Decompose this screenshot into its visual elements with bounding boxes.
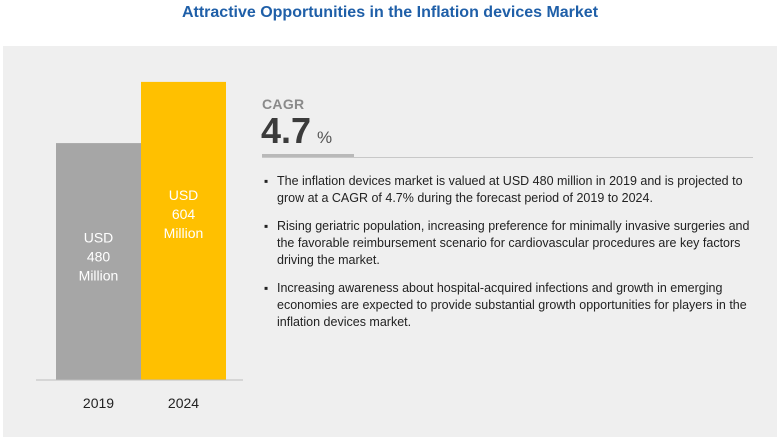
key-point-text: Rising geriatric population, increasing … <box>277 219 750 267</box>
key-point: ▪ Increasing awareness about hospital-acq… <box>262 280 752 331</box>
bullet-icon: ▪ <box>264 281 269 295</box>
key-point: ▪ Rising geriatric population, increasing… <box>262 218 752 269</box>
x-tick-label: 2019 <box>83 395 114 411</box>
cagr-underline <box>262 154 354 157</box>
bar-2019 <box>56 143 141 380</box>
bar-2024 <box>141 81 226 380</box>
bar-chart: USD 480 Million 2019 USD 604 Million 2024 <box>36 81 243 411</box>
key-point-text: Increasing awareness about hospital-acqu… <box>277 281 747 329</box>
cagr-label: CAGR <box>262 96 305 112</box>
x-tick-label: 2024 <box>168 395 199 411</box>
key-point-text: The inflation devices market is valued a… <box>277 174 743 205</box>
bullet-icon: ▪ <box>264 219 269 233</box>
bar-value-label: Million <box>164 225 204 241</box>
divider <box>262 157 753 158</box>
cagr-value: 4.7 <box>261 110 312 151</box>
bar-value-label: 480 <box>87 249 111 265</box>
bar-value-label: 604 <box>172 206 196 222</box>
cagr-unit: % <box>317 128 333 147</box>
bar-value-label: Million <box>79 268 119 284</box>
bar-value-label: USD <box>84 230 114 246</box>
page-title: Attractive Opportunities in the Inflatio… <box>181 4 599 21</box>
key-points-list: ▪ The inflation devices market is valued … <box>262 173 752 342</box>
bar-value-label: USD <box>169 187 199 203</box>
key-point: ▪ The inflation devices market is valued … <box>262 173 752 207</box>
bullet-icon: ▪ <box>264 174 269 188</box>
